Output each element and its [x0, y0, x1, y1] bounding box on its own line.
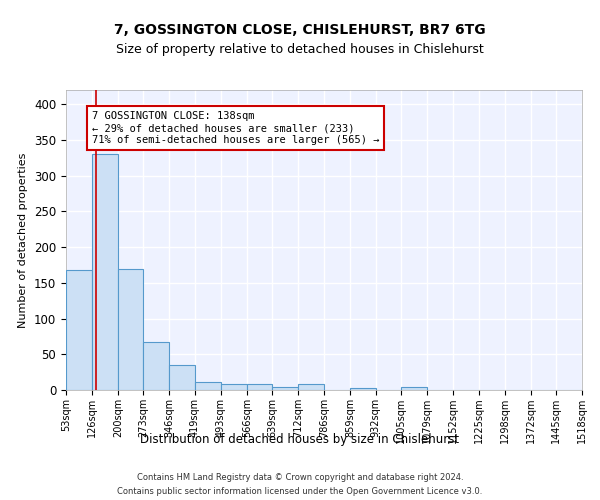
Bar: [298, 384, 324, 390]
Text: Distribution of detached houses by size in Chislehurst: Distribution of detached houses by size …: [140, 432, 460, 446]
Bar: [272, 387, 298, 390]
Bar: [66, 270, 92, 390]
Text: Contains public sector information licensed under the Open Government Licence v3: Contains public sector information licen…: [118, 488, 482, 496]
Bar: [350, 388, 376, 390]
Bar: [401, 387, 427, 390]
Bar: [143, 342, 169, 390]
Text: 7, GOSSINGTON CLOSE, CHISLEHURST, BR7 6TG: 7, GOSSINGTON CLOSE, CHISLEHURST, BR7 6T…: [114, 22, 486, 36]
Text: 7 GOSSINGTON CLOSE: 138sqm
← 29% of detached houses are smaller (233)
71% of sem: 7 GOSSINGTON CLOSE: 138sqm ← 29% of deta…: [92, 112, 379, 144]
Bar: [221, 384, 247, 390]
Y-axis label: Number of detached properties: Number of detached properties: [19, 152, 28, 328]
Text: Contains HM Land Registry data © Crown copyright and database right 2024.: Contains HM Land Registry data © Crown c…: [137, 472, 463, 482]
Bar: [169, 365, 195, 390]
Bar: [92, 154, 118, 390]
Bar: [195, 382, 221, 390]
Text: Size of property relative to detached houses in Chislehurst: Size of property relative to detached ho…: [116, 42, 484, 56]
Bar: [247, 384, 272, 390]
Bar: [118, 268, 143, 390]
